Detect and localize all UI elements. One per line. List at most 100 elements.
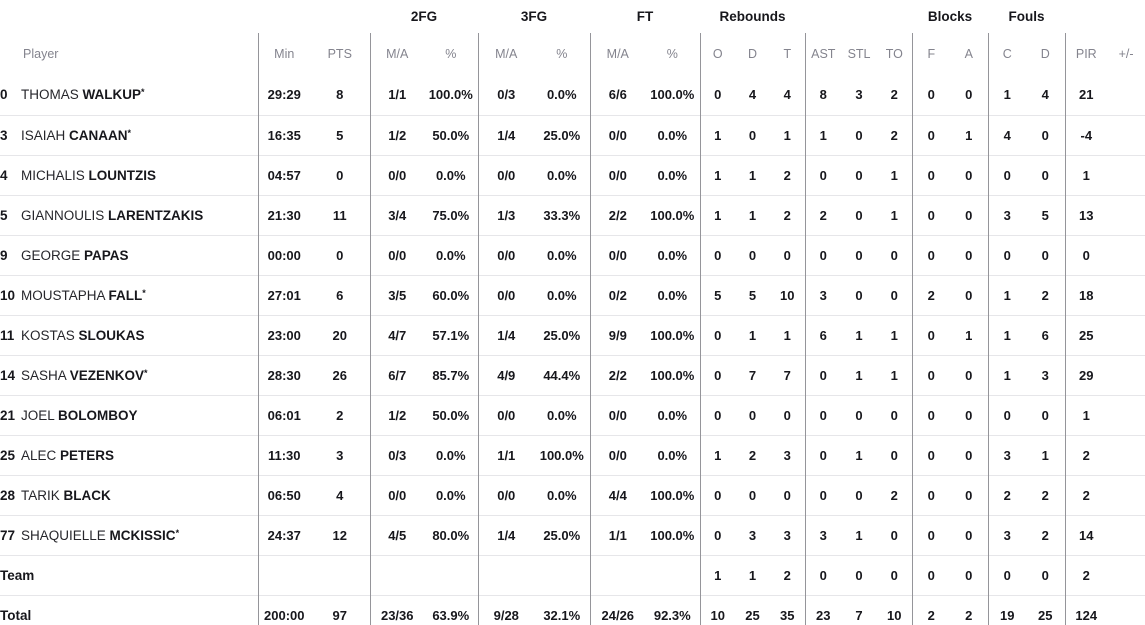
stat-cell: 21:30 (257, 194, 310, 235)
stat-cell: 100.0% (534, 434, 591, 475)
stat-cell: -4 (1064, 114, 1108, 155)
stat-cell: 0 (950, 554, 989, 595)
player-row: 77 SHAQUIELLE MCKISSIC* 24:37 12 4/5 80.0% 1/4… (0, 514, 1145, 555)
stat-cell: 7 (770, 354, 806, 395)
stat-cell: 1 (841, 354, 878, 395)
stat-cell: 1/1 (369, 75, 424, 115)
stat-cell: 14 (1064, 514, 1108, 555)
stat-cell: 00:00 (257, 234, 310, 275)
col-header-foul-d: D (1040, 47, 1050, 61)
stat-cell: 100.0% (645, 474, 701, 515)
player-cell: 0 THOMAS WALKUP* (0, 75, 258, 115)
stat-cell: 3 (855, 87, 863, 103)
player-first-name: JOEL (21, 407, 59, 423)
stat-cell: 0/0 (369, 234, 424, 275)
jersey-number: 3 (0, 127, 8, 143)
stat-cell: 0 (699, 75, 736, 115)
stat-cell (1107, 154, 1145, 195)
stat-cell: 11:30 (257, 434, 310, 475)
stat-cell: 2 (770, 194, 806, 235)
player-cell: 25 ALEC PETERS (0, 434, 258, 475)
player-row: 25 ALEC PETERS 11:30 3 0/3 0.0% 1/1 100.0% 0/0 0.… (0, 434, 1145, 475)
player-row: 4 MICHALIS LOUNTZIS 04:57 0 0/0 0.0% 0/0 0.0% 0/… (0, 154, 1145, 195)
stat-cell: 0 (987, 554, 1027, 595)
stat-cell (1107, 114, 1145, 155)
stat-cell: 0 (841, 554, 878, 595)
stat-cell: 50.0% (424, 394, 479, 435)
col-header-2fg-pct: % (445, 47, 457, 61)
stat-cell: 0 (911, 194, 951, 235)
player-first-name: ALEC (21, 447, 61, 463)
player-first-name: ISAIAH (21, 127, 70, 143)
stat-cell: 24/26 (589, 594, 646, 625)
stat-cell: 1 (804, 114, 842, 155)
stat-cell: 1 (770, 114, 806, 155)
stat-cell: 0 (770, 474, 806, 515)
stat-cell: 0 (911, 554, 951, 595)
col-header-pir: PIR (1064, 33, 1108, 75)
jersey-number: 14 (0, 367, 16, 383)
group-header-2fg: 2FG (410, 9, 438, 24)
stat-cell: 100.0% (645, 514, 701, 555)
stat-cell (310, 554, 370, 595)
stat-cell: 1 (1064, 154, 1108, 195)
stat-cell: 0 (950, 274, 989, 315)
player-last-name: FALL (108, 287, 143, 303)
row-label: Total (0, 607, 32, 623)
stat-cell: 16:35 (257, 114, 310, 155)
stat-cell: 0 (877, 394, 913, 435)
player-row: 11 KOSTAS SLOUKAS 23:00 20 4/7 57.1% 1/4 25.0% 9… (0, 314, 1145, 355)
stat-cell: 100.0% (428, 87, 473, 103)
stat-cell: 100.0% (650, 87, 695, 103)
starter-asterisk: * (127, 127, 132, 138)
stat-cell: 85.7% (424, 354, 479, 395)
stat-cell: 5 (699, 274, 736, 315)
player-row: 5 GIANNOULIS LARENTZAKIS 21:30 11 3/4 75.0% 1/… (0, 194, 1145, 235)
stat-cell: 0 (699, 234, 736, 275)
stat-cell: 100.0% (645, 314, 701, 355)
stat-cell: 0.0% (645, 154, 701, 195)
stat-cell: 24:37 (257, 514, 310, 555)
stat-cell: 0 (804, 354, 842, 395)
stat-cell: 29:29 (257, 75, 310, 115)
stat-cell (1107, 314, 1145, 355)
col-header-3fg-pct: % (556, 47, 568, 61)
player-cell: 4 MICHALIS LOUNTZIS (0, 154, 258, 195)
stat-cell: 1 (1026, 434, 1066, 475)
stat-cell: 1 (841, 434, 878, 475)
player-first-name: GEORGE (21, 247, 85, 263)
stat-cell: 2 (911, 274, 951, 315)
col-header-ft-pct: % (666, 47, 678, 61)
col-header-2fg-ma: M/A (369, 33, 424, 75)
player-row: 14 SASHA VEZENKOV* 28:30 26 6/7 85.7% 4/9 44.4%… (0, 354, 1145, 395)
stat-cell (1107, 474, 1145, 515)
stat-cell: 3 (987, 514, 1027, 555)
stat-cell: 0 (911, 474, 951, 515)
stat-cell: 0 (699, 394, 736, 435)
stat-cell (424, 554, 479, 595)
player-last-name: CANAAN (69, 127, 128, 143)
stat-cell: 0.0% (534, 394, 591, 435)
stat-cell (1107, 594, 1145, 625)
stat-cell: 25.0% (534, 314, 591, 355)
stat-cell: 2 (877, 114, 913, 155)
stat-cell: 0 (911, 314, 951, 355)
stat-cell: 0/0 (477, 154, 535, 195)
stat-cell: 5 (735, 274, 771, 315)
stat-cell: 0 (987, 234, 1027, 275)
jersey-number: 10 (0, 287, 16, 303)
player-first-name: TARIK (21, 487, 64, 503)
stat-cell: 9/9 (589, 314, 646, 355)
stat-cell: 0.0% (645, 234, 701, 275)
stat-cell: 0/0 (369, 474, 424, 515)
stat-cell: 1 (877, 154, 913, 195)
stat-cell (1107, 194, 1145, 235)
stat-cell: 80.0% (424, 514, 479, 555)
stat-cell: 0 (877, 554, 913, 595)
stat-cell: 0 (735, 234, 771, 275)
stat-cell: 0.0% (645, 114, 701, 155)
col-header-ast: AST (804, 33, 842, 75)
jersey-number: 4 (0, 167, 8, 183)
stat-cell: 1 (699, 434, 736, 475)
stat-cell: 1 (735, 194, 771, 235)
